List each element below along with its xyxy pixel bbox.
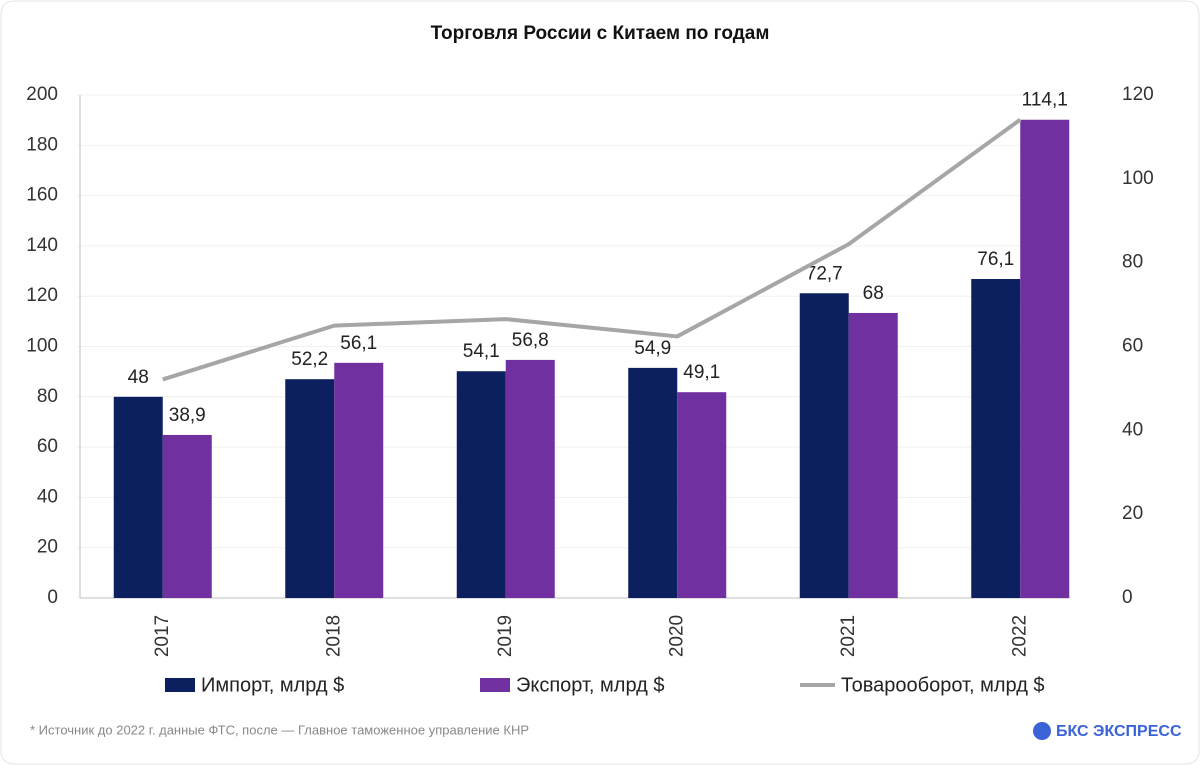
bar bbox=[162, 434, 212, 598]
x-tick-label: 2021 bbox=[838, 615, 859, 657]
bar bbox=[628, 367, 678, 598]
x-tick-label: 2019 bbox=[495, 615, 516, 657]
y2-tick-label: 100 bbox=[1122, 168, 1154, 189]
x-tick-label: 2022 bbox=[1009, 615, 1030, 657]
bar bbox=[848, 312, 898, 598]
source-note: * Источник до 2022 г. данные ФТС, после … bbox=[30, 722, 529, 737]
y2-tick-label: 120 bbox=[1122, 84, 1154, 105]
legend-label: Товарооборот, млрд $ bbox=[841, 674, 1045, 696]
y-tick-label: 100 bbox=[26, 336, 58, 357]
bar bbox=[334, 362, 384, 598]
legend-swatch bbox=[480, 678, 510, 692]
y2-tick-label: 60 bbox=[1122, 336, 1143, 357]
y-tick-label: 120 bbox=[26, 285, 58, 306]
brand: БКС ЭКСПРЕСС bbox=[1056, 723, 1182, 740]
y2-tick-label: 20 bbox=[1122, 503, 1143, 524]
legend-label: Экспорт, млрд $ bbox=[516, 674, 664, 696]
value-label: 68 bbox=[863, 283, 884, 304]
y-tick-label: 80 bbox=[37, 386, 58, 407]
legend-swatch bbox=[165, 678, 195, 692]
bar bbox=[285, 379, 335, 598]
y-tick-label: 200 bbox=[26, 84, 58, 105]
y2-tick-label: 80 bbox=[1122, 252, 1143, 273]
value-label: 56,1 bbox=[340, 333, 377, 354]
value-label: 38,9 bbox=[169, 405, 206, 426]
value-label: 114,1 bbox=[1022, 90, 1068, 111]
bar bbox=[677, 392, 727, 598]
value-label: 52,2 bbox=[291, 349, 328, 370]
bar bbox=[1020, 119, 1070, 598]
y-tick-label: 0 bbox=[47, 587, 58, 608]
y-tick-label: 20 bbox=[37, 537, 58, 558]
line bbox=[162, 118, 1022, 382]
value-label: 56,8 bbox=[512, 330, 549, 351]
y-tick-label: 160 bbox=[26, 185, 58, 206]
x-tick-label: 2020 bbox=[666, 615, 687, 657]
x-tick-label: 2018 bbox=[323, 615, 344, 657]
x-tick-label: 2017 bbox=[152, 615, 173, 657]
bar bbox=[456, 371, 506, 598]
y-tick-label: 40 bbox=[37, 486, 58, 507]
y-tick-label: 140 bbox=[26, 235, 58, 256]
value-label: 49,1 bbox=[683, 362, 720, 383]
y2-tick-label: 40 bbox=[1122, 419, 1143, 440]
chart-title: Торговля России с Китаем по годам bbox=[431, 23, 770, 44]
y2-tick-label: 0 bbox=[1122, 587, 1133, 608]
brand-logo bbox=[1033, 722, 1051, 740]
bar bbox=[113, 396, 163, 598]
value-label: 54,9 bbox=[634, 338, 671, 359]
bar bbox=[799, 293, 849, 598]
bar bbox=[505, 359, 555, 598]
y-tick-label: 180 bbox=[26, 134, 58, 155]
bar bbox=[971, 279, 1021, 598]
value-label: 72,7 bbox=[806, 263, 843, 284]
value-label: 48 bbox=[128, 367, 149, 388]
legend-label: Импорт, млрд $ bbox=[201, 674, 344, 696]
value-label: 54,1 bbox=[463, 341, 500, 362]
y-tick-label: 60 bbox=[37, 436, 58, 457]
value-label: 76,1 bbox=[977, 249, 1014, 270]
